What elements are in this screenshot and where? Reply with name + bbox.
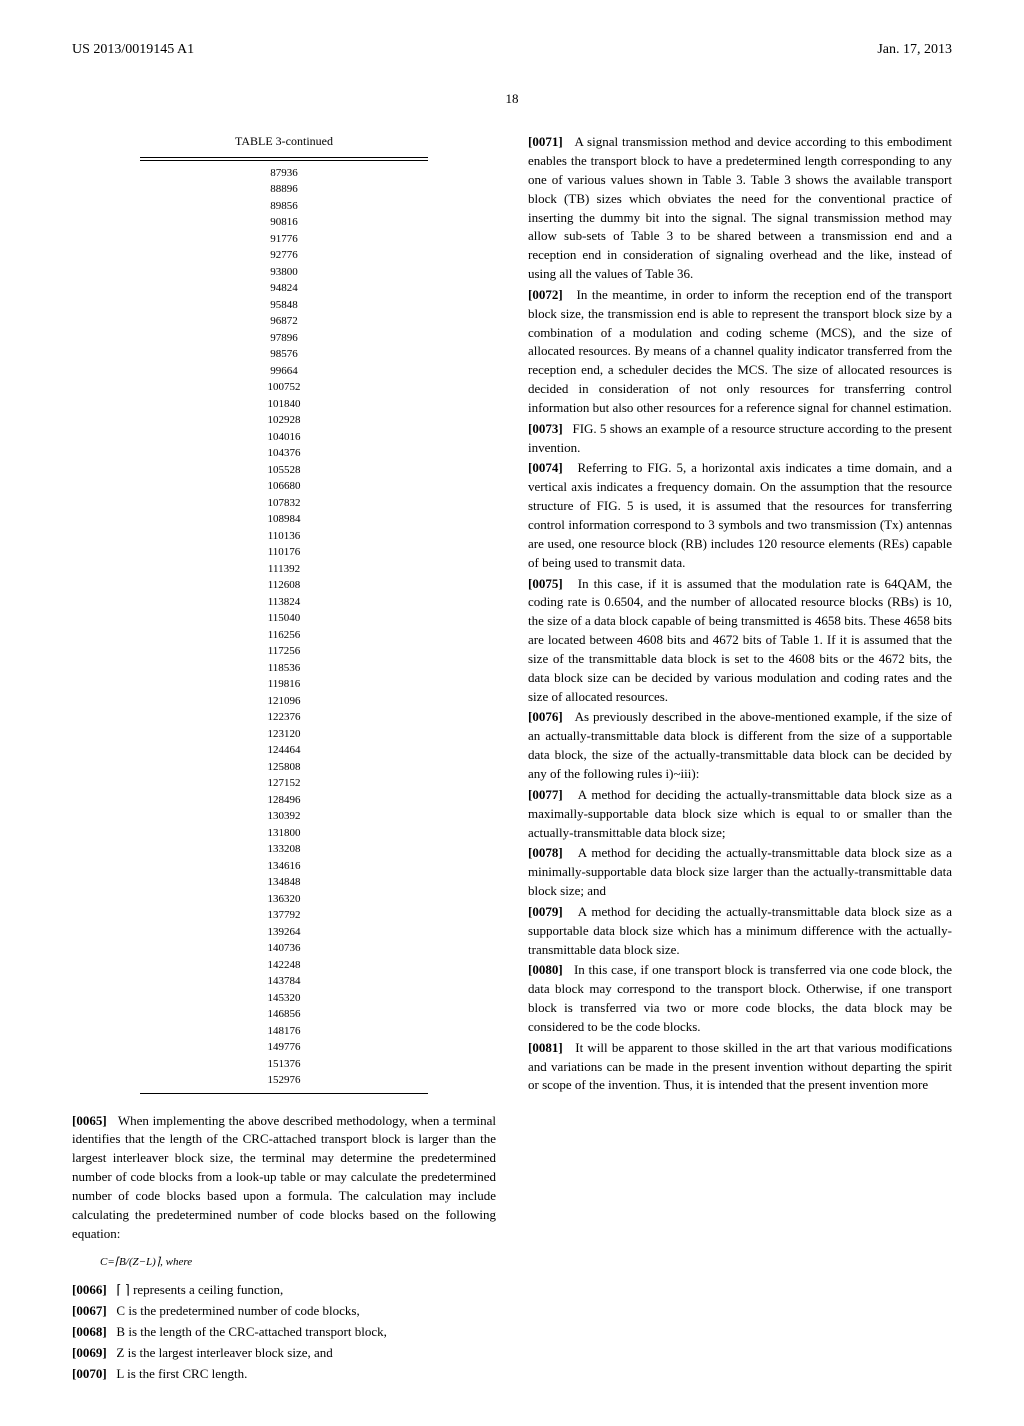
para-text: In this case, if one transport block is … [528, 962, 952, 1034]
para-text: It will be apparent to those skilled in … [528, 1040, 952, 1093]
para-num: [0077] [528, 787, 563, 802]
left-column: TABLE 3-continued 87936 88896 89856 9081… [72, 133, 496, 1385]
para-num: [0072] [528, 287, 563, 302]
para-num: [0071] [528, 134, 563, 149]
para-num: [0080] [528, 962, 563, 977]
para-num: [0081] [528, 1040, 563, 1055]
para-text: A signal transmission method and device … [528, 134, 952, 281]
table-3-continued: TABLE 3-continued 87936 88896 89856 9081… [140, 133, 428, 1093]
paragraph-0069: [0069] Z is the largest interleaver bloc… [72, 1344, 496, 1363]
para-text: Z is the largest interleaver block size,… [116, 1345, 332, 1360]
para-text: A method for deciding the actually-trans… [528, 787, 952, 840]
table-top-rule [140, 157, 428, 158]
equation: C=⌈B/(Z−L)⌉, where [100, 1255, 496, 1271]
para-text: C is the predetermined number of code bl… [116, 1303, 359, 1318]
para-text: ⌈ ⌉ represents a ceiling function, [116, 1282, 283, 1297]
paragraph-0065: [0065] When implementing the above descr… [72, 1112, 496, 1244]
table-caption: TABLE 3-continued [140, 133, 428, 150]
paragraph-0066: [0066] ⌈ ⌉ represents a ceiling function… [72, 1281, 496, 1300]
paragraph-0080: [0080] In this case, if one transport bl… [528, 961, 952, 1036]
para-num: [0067] [72, 1303, 107, 1318]
paragraph-0076: [0076] As previously described in the ab… [528, 708, 952, 783]
para-num: [0078] [528, 845, 563, 860]
para-num: [0066] [72, 1282, 107, 1297]
two-column-layout: TABLE 3-continued 87936 88896 89856 9081… [72, 133, 952, 1385]
paragraph-0075: [0075] In this case, if it is assumed th… [528, 575, 952, 707]
para-num: [0065] [72, 1113, 107, 1128]
para-text: In this case, if it is assumed that the … [528, 576, 952, 704]
para-text: When implementing the above described me… [72, 1113, 496, 1241]
para-num: [0079] [528, 904, 563, 919]
table-bottom-rule [140, 1093, 428, 1094]
page-number: 18 [72, 90, 952, 109]
table-values: 87936 88896 89856 90816 91776 92776 9380… [140, 161, 428, 1089]
paragraph-0073: [0073] FIG. 5 shows an example of a reso… [528, 420, 952, 458]
para-text: In the meantime, in order to inform the … [528, 287, 952, 415]
para-num: [0069] [72, 1345, 107, 1360]
page-header: US 2013/0019145 A1 Jan. 17, 2013 [72, 40, 952, 60]
para-text: FIG. 5 shows an example of a resource st… [528, 421, 952, 455]
para-text: B is the length of the CRC-attached tran… [116, 1324, 386, 1339]
para-text: Referring to FIG. 5, a horizontal axis i… [528, 460, 952, 569]
paragraph-0071: [0071] A signal transmission method and … [528, 133, 952, 284]
paragraph-0081: [0081] It will be apparent to those skil… [528, 1039, 952, 1096]
para-num: [0068] [72, 1324, 107, 1339]
para-text: L is the first CRC length. [116, 1366, 247, 1381]
para-text: A method for deciding the actually-trans… [528, 904, 952, 957]
para-num: [0074] [528, 460, 563, 475]
paragraph-0074: [0074] Referring to FIG. 5, a horizontal… [528, 459, 952, 572]
para-num: [0075] [528, 576, 563, 591]
paragraph-0067: [0067] C is the predetermined number of … [72, 1302, 496, 1321]
publication-date: Jan. 17, 2013 [877, 40, 952, 60]
para-num: [0070] [72, 1366, 107, 1381]
paragraph-0072: [0072] In the meantime, in order to info… [528, 286, 952, 418]
right-column: [0071] A signal transmission method and … [528, 133, 952, 1385]
para-num: [0073] [528, 421, 563, 436]
paragraph-0078: [0078] A method for deciding the actuall… [528, 844, 952, 901]
paragraph-0079: [0079] A method for deciding the actuall… [528, 903, 952, 960]
para-text: As previously described in the above-men… [528, 709, 952, 781]
paragraph-0077: [0077] A method for deciding the actuall… [528, 786, 952, 843]
paragraph-0070: [0070] L is the first CRC length. [72, 1365, 496, 1384]
paragraph-0068: [0068] B is the length of the CRC-attach… [72, 1323, 496, 1342]
publication-number: US 2013/0019145 A1 [72, 40, 194, 60]
para-num: [0076] [528, 709, 563, 724]
para-text: A method for deciding the actually-trans… [528, 845, 952, 898]
